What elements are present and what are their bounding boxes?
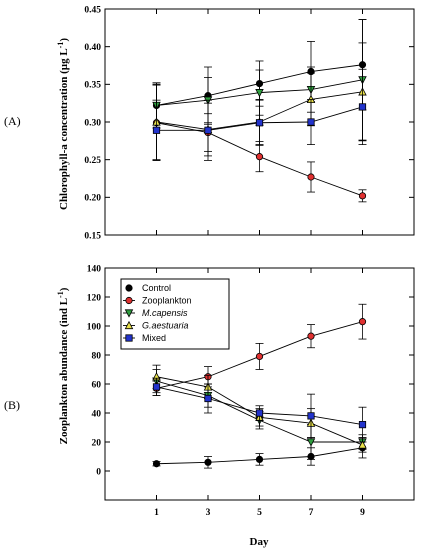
panel-a: (A) Chlorophyll-a concentration (µg L-1)…: [4, 5, 415, 241]
y-tick-label: 0.15: [84, 231, 101, 241]
x-tick-label: 3: [206, 508, 211, 518]
y-tick-label: 60: [92, 380, 102, 390]
legend-item-mixed: Mixed: [123, 333, 166, 343]
legend-label: G.aestuaria: [142, 321, 189, 331]
legend-marker-m-capensis: [124, 309, 134, 318]
data-point-zooplankton: [358, 192, 367, 200]
data-point-mixed: [152, 126, 161, 134]
legend-label: M.capensis: [142, 308, 188, 318]
data-point-mixed: [358, 103, 367, 111]
data-point-control: [152, 460, 161, 468]
data-point-zooplankton: [255, 153, 264, 161]
data-point-mixed: [204, 394, 212, 403]
legend-label: Zooplankton: [142, 296, 192, 306]
legend-marker-mixed: [125, 334, 133, 342]
data-point-control: [204, 458, 212, 466]
data-point-zooplankton: [307, 332, 315, 340]
series-mixed: [152, 377, 367, 443]
legend-label: Control: [142, 283, 171, 293]
data-point-mixed: [358, 420, 367, 429]
legend-marker-control: [125, 284, 133, 292]
x-tick-label: 1: [154, 508, 159, 518]
data-point-mixed: [307, 412, 315, 420]
data-point-zooplankton: [307, 173, 315, 181]
y-tick-label: 20: [92, 438, 102, 448]
legend-box: [120, 278, 230, 350]
y-tick-label: 100: [87, 322, 102, 332]
panel-b-series: [152, 303, 367, 469]
legend-item-control: Control: [125, 283, 171, 293]
y-tick-label: 140: [87, 264, 102, 274]
y-tick-label: 0.30: [84, 118, 101, 128]
y-tick-label: 80: [92, 351, 102, 361]
legend-marker-g-aestuaria: [124, 320, 134, 330]
panel-b-label: (B): [4, 398, 20, 412]
data-point-zooplankton: [255, 352, 264, 361]
y-tick-label: 0: [96, 467, 101, 477]
data-point-m-capensis: [255, 89, 264, 98]
y-tick-label: 0.35: [84, 81, 101, 91]
panel-a-x-ticks: [156, 9, 363, 235]
y-tick-label: 0.45: [84, 5, 101, 15]
data-point-mixed: [152, 383, 161, 391]
panel-b-legend: Control Zooplankton M.capensis G.aestuaria M…: [120, 278, 230, 350]
data-point-g-aestuaria: [358, 440, 367, 449]
legend-item-g-aestuaria: G.aestuaria: [123, 321, 189, 331]
data-point-control: [255, 455, 264, 463]
y-tick-label: 120: [87, 293, 102, 303]
panel-a-y-ticks: 0.15 0.20 0.25 0.30 0.35 0.40 0.45: [84, 5, 414, 241]
series-mixed: [152, 68, 367, 161]
y-tick-label: 0.40: [84, 43, 101, 53]
legend-item-m-capensis: M.capensis: [123, 308, 188, 318]
x-tick-label: 5: [257, 508, 262, 518]
x-tick-label: 7: [309, 508, 314, 518]
legend-item-zooplankton: Zooplankton: [123, 296, 192, 306]
x-tick-label: 9: [360, 508, 365, 518]
data-point-zooplankton: [358, 318, 367, 326]
legend-items: Control Zooplankton M.capensis G.aestuaria M…: [123, 283, 192, 343]
data-point-m-capensis: [306, 438, 316, 447]
y-tick-label: 40: [92, 409, 102, 419]
legend-label: Mixed: [142, 333, 166, 343]
data-point-mixed: [204, 126, 212, 134]
data-point-mixed: [255, 409, 264, 417]
data-point-mixed: [307, 118, 315, 126]
panel-a-label: (A): [4, 114, 21, 128]
panel-b-x-ticks: 1 3 5 7 9: [154, 268, 365, 518]
y-tick-label: 0.20: [84, 194, 101, 204]
panel-b: (B) Zooplankton abundance (ind L-1) 0 20 4…: [4, 264, 415, 548]
panel-b-y-ticks: 0 20 40 60 80 100 120 140: [87, 264, 414, 477]
panel-b-x-axis-label: Day: [250, 536, 269, 548]
data-point-mixed: [255, 119, 264, 127]
y-tick-label: 0.25: [84, 156, 101, 166]
legend-marker-zooplankton: [125, 296, 133, 305]
panel-a-series: [152, 19, 367, 203]
panel-b-y-axis-label: Zooplankton abundance (ind L-1): [56, 287, 70, 444]
panel-a-y-axis-label: Chlorophyll-a concentration (µg L-1): [56, 38, 70, 210]
